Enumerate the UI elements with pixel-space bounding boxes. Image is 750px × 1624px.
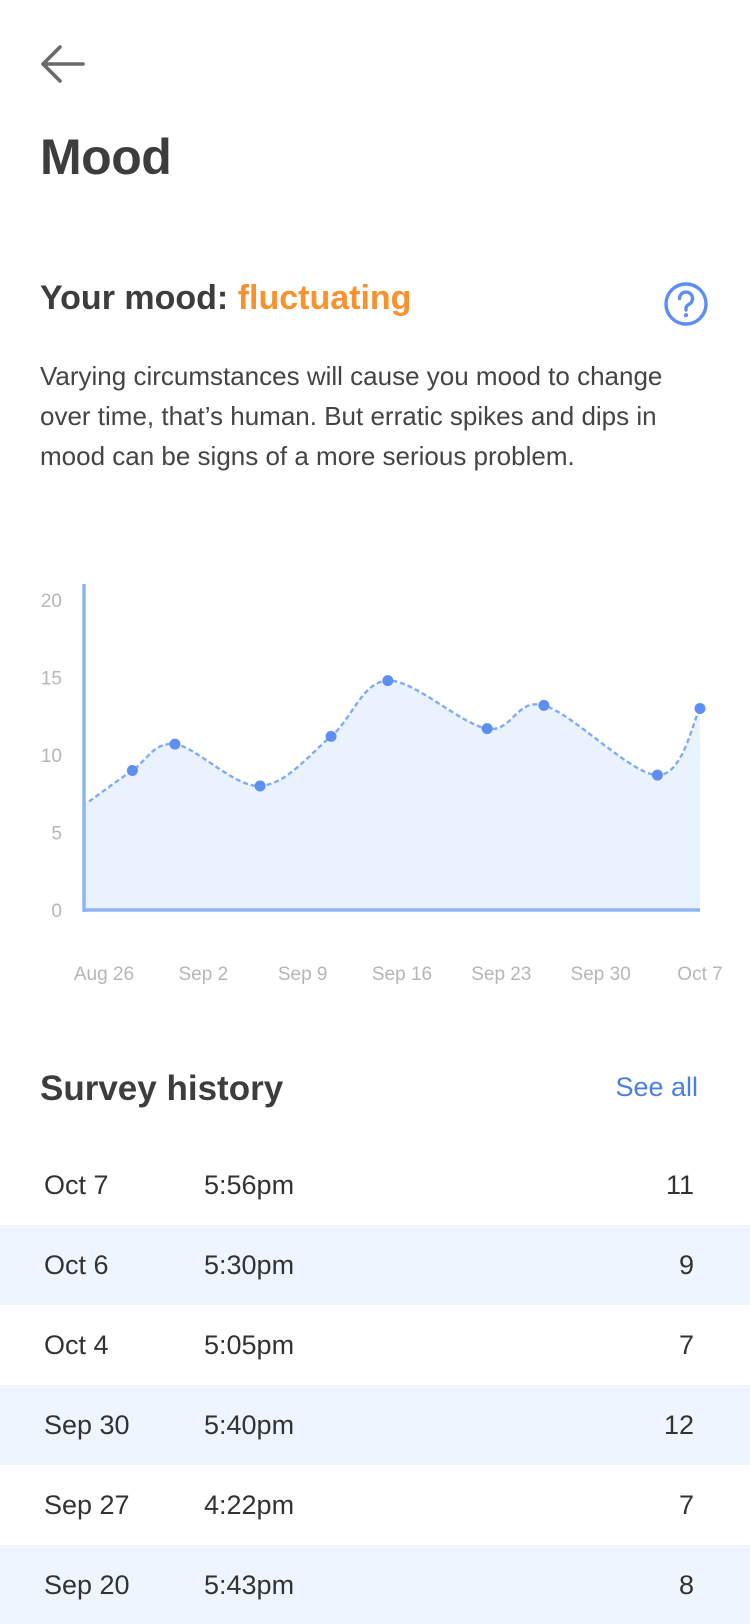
x-tick-label: Oct 7	[677, 964, 722, 985]
see-all-link[interactable]: See all	[615, 1072, 698, 1102]
history-score: 12	[663, 1409, 694, 1440]
chart-data-point[interactable]	[254, 780, 266, 792]
y-tick-label: 15	[41, 669, 62, 690]
history-row[interactable]: Oct 7 5:56pm 11	[0, 1145, 750, 1225]
x-tick-label: Sep 9	[278, 964, 328, 985]
chart-data-point[interactable]	[694, 703, 706, 714]
x-tick-label: Sep 16	[372, 964, 432, 985]
chart-data-point[interactable]	[325, 730, 337, 742]
history-date: Oct 6	[44, 1249, 109, 1280]
chart-data-point[interactable]	[481, 723, 493, 735]
mood-heading: Your mood: fluctuating	[40, 279, 411, 318]
history-date: Oct 4	[44, 1329, 109, 1360]
back-button[interactable]	[36, 40, 88, 88]
history-date: Sep 20	[44, 1569, 130, 1600]
history-score: 8	[678, 1569, 694, 1600]
history-row[interactable]: Oct 4 5:05pm 7	[0, 1305, 750, 1385]
history-score: 7	[678, 1329, 694, 1360]
mood-status-value: fluctuating	[237, 279, 412, 317]
chart-data-point[interactable]	[126, 765, 138, 776]
chart-area-fill	[84, 680, 700, 910]
history-time: 5:56pm	[204, 1169, 295, 1200]
arrow-left-icon	[41, 45, 85, 83]
history-row[interactable]: Sep 20 5:43pm 8	[0, 1545, 750, 1624]
chart-data-point[interactable]	[169, 738, 181, 750]
history-score: 11	[665, 1169, 694, 1200]
chart-data-point[interactable]	[538, 699, 550, 711]
help-button[interactable]	[663, 281, 709, 327]
history-date: Sep 30	[44, 1409, 130, 1440]
history-row[interactable]: Sep 27 4:22pm 7	[0, 1465, 750, 1545]
history-time: 5:43pm	[204, 1569, 295, 1600]
x-tick-label: Aug 26	[74, 964, 134, 985]
history-row[interactable]: Oct 6 5:30pm 9	[0, 1225, 750, 1305]
history-time: 5:40pm	[204, 1409, 295, 1440]
history-row[interactable]: Sep 30 5:40pm 12	[0, 1385, 750, 1465]
mood-chart: 0 5 10 15 20 Aug 26 Sep 2 Sep 9 Sep 16 Sep 23 Sep…	[41, 584, 723, 985]
question-circle-icon	[664, 282, 708, 326]
page-title: Mood	[40, 129, 172, 185]
survey-history-title: Survey history	[40, 1069, 284, 1108]
survey-history-list: Oct 7 5:56pm 11 Oct 6 5:30pm 9 Oct 4 5:05pm 7 Sep…	[0, 1145, 750, 1624]
history-time: 4:22pm	[204, 1489, 295, 1520]
chart-data-point[interactable]	[651, 769, 663, 781]
y-tick-label: 5	[51, 824, 62, 845]
mood-description: Varying circumstances will cause you moo…	[40, 361, 663, 471]
x-tick-label: Sep 23	[471, 964, 531, 985]
y-tick-label: 20	[41, 591, 62, 612]
history-date: Oct 7	[44, 1169, 109, 1200]
history-score: 7	[678, 1489, 694, 1520]
x-tick-label: Sep 2	[179, 964, 229, 985]
y-tick-label: 0	[51, 901, 62, 922]
y-tick-label: 10	[41, 746, 62, 767]
chart-data-point[interactable]	[382, 675, 394, 687]
chart-trend-line	[88, 679, 702, 803]
x-tick-label: Sep 30	[571, 964, 631, 985]
history-date: Sep 27	[44, 1489, 130, 1520]
mood-label: Your mood:	[40, 279, 238, 317]
history-score: 9	[678, 1249, 694, 1280]
history-time: 5:05pm	[204, 1329, 295, 1360]
history-time: 5:30pm	[204, 1249, 295, 1280]
